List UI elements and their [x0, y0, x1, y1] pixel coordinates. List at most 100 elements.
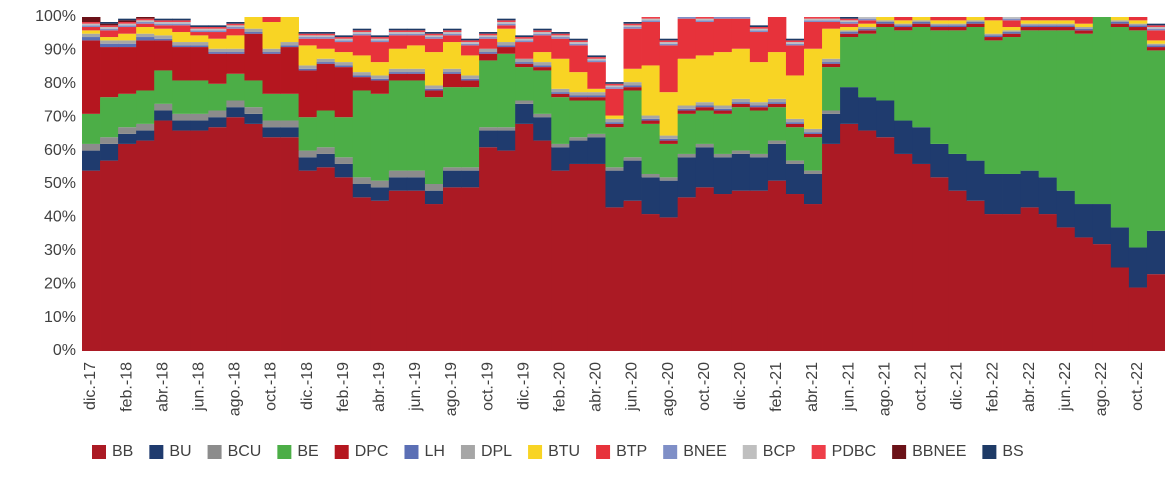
area-segment [551, 93, 570, 98]
area-segment [533, 28, 552, 31]
area-segment [1075, 7, 1093, 9]
area-segment [226, 48, 245, 53]
area-segment [677, 105, 697, 109]
area-segment [822, 143, 841, 351]
area-segment [1075, 4, 1093, 6]
area-segment [1038, 17, 1058, 21]
area-segment [479, 35, 498, 38]
area-segment [695, 187, 715, 351]
area-segment [804, 132, 823, 134]
area-segment [424, 184, 444, 191]
area-segment [298, 37, 318, 39]
area-segment [1039, 4, 1057, 6]
area-segment [696, 15, 714, 17]
legend-label: BTU [548, 443, 580, 460]
area-segment [659, 135, 679, 139]
area-segment [1038, 20, 1058, 24]
area-segment [1110, 27, 1130, 228]
area-segment [858, 97, 877, 131]
area-segment [533, 30, 552, 33]
area-segment [497, 130, 516, 151]
legend-label: DPL [481, 443, 512, 460]
area-segment [840, 87, 859, 124]
area-segment [985, 10, 1003, 12]
area-segment [208, 32, 227, 39]
area-segment [461, 170, 480, 188]
area-segment [1038, 214, 1058, 351]
area-segment [551, 97, 570, 144]
area-segment [732, 12, 750, 14]
legend-label: PDBC [832, 443, 876, 460]
area-segment [515, 62, 534, 64]
area-segment [858, 15, 876, 17]
area-segment [984, 20, 1003, 34]
area-segment [226, 25, 245, 28]
area-segment [605, 123, 624, 128]
area-segment [966, 200, 985, 351]
area-segment [1093, 12, 1111, 14]
legend-swatch [460, 445, 475, 459]
area-segment [858, 30, 877, 34]
area-segment [154, 120, 173, 351]
area-segment [406, 170, 426, 178]
y-tick-label: 30% [44, 242, 76, 259]
area-segment [406, 33, 426, 36]
area-segment [406, 177, 426, 191]
area-segment [695, 107, 715, 111]
area-segment [1002, 18, 1021, 21]
area-segment [912, 22, 931, 24]
area-segment [1020, 20, 1040, 24]
area-segment [695, 17, 715, 19]
legend-label: BE [297, 443, 318, 460]
area-segment [858, 23, 877, 28]
area-segment [840, 37, 859, 88]
area-segment [172, 22, 191, 24]
area-segment [587, 62, 606, 89]
area-segment [659, 43, 679, 46]
area-segment [642, 15, 660, 17]
area-segment [280, 93, 299, 121]
area-segment [334, 40, 354, 43]
area-segment [876, 17, 895, 21]
area-segment [1021, 7, 1039, 9]
area-segment [713, 18, 733, 53]
area-segment [948, 153, 967, 191]
area-segment [334, 157, 354, 164]
area-segment [731, 153, 751, 191]
area-segment [767, 140, 787, 144]
area-segment [1128, 247, 1148, 288]
area-segment [226, 27, 245, 29]
area-segment [641, 214, 660, 351]
area-segment [695, 143, 715, 148]
area-segment [208, 83, 227, 111]
area-segment [82, 14, 100, 16]
area-segment [190, 30, 209, 33]
area-segment [804, 22, 823, 49]
area-segment [370, 180, 390, 188]
area-segment [118, 20, 137, 23]
area-segment [388, 33, 408, 36]
area-segment [316, 110, 336, 148]
area-segment [298, 32, 318, 34]
area-segment [695, 105, 715, 108]
area-segment [605, 122, 624, 124]
area-segment [406, 68, 426, 73]
area-segment [82, 30, 101, 34]
legend-swatch [149, 445, 164, 459]
area-segment [1074, 27, 1094, 29]
area-segment [443, 68, 462, 73]
area-segment [461, 167, 480, 171]
legend-label: BNEE [683, 443, 727, 460]
area-segment [985, 12, 1003, 14]
area-segment [876, 100, 895, 138]
area-segment [985, 15, 1003, 17]
area-segment [316, 63, 336, 111]
area-segment [840, 23, 859, 28]
area-segment [226, 23, 245, 26]
x-tick-label: dic.-18 [299, 362, 316, 410]
area-segment [1093, 7, 1111, 10]
area-segment [677, 153, 697, 158]
area-segment [749, 153, 769, 158]
area-segment [118, 133, 137, 144]
area-segment [551, 32, 570, 34]
